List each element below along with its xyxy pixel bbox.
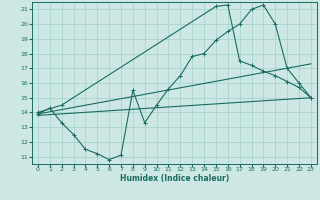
X-axis label: Humidex (Indice chaleur): Humidex (Indice chaleur) xyxy=(120,174,229,183)
